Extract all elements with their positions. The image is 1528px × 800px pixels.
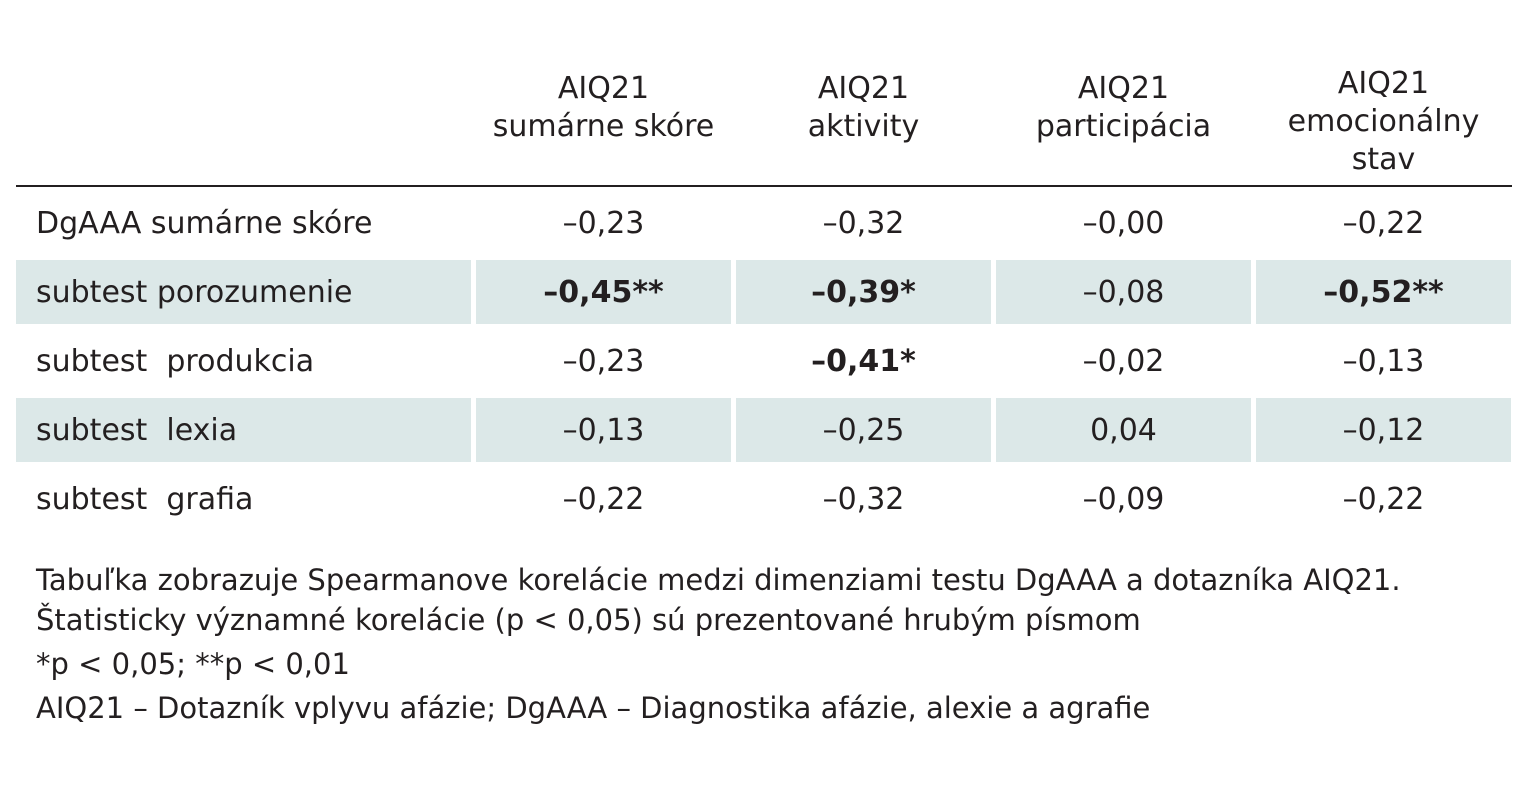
table-cell: –0,23	[562, 205, 645, 241]
header-cell-aiq21-total: AIQ21 sumárne skóre	[492, 70, 715, 144]
table-cell: –0,09	[1082, 481, 1165, 517]
table-cell: –0,00	[1082, 205, 1165, 241]
table-row: subtest porozumenie –0,45** –0,39* –0,08 –0,…	[16, 260, 1512, 324]
table-cell: –0,32	[822, 481, 905, 517]
table-row: subtest lexia –0,13 –0,25 0,04 –0,12	[16, 398, 1512, 462]
table-cell: –0,12	[1256, 398, 1511, 462]
row-label: subtest porozumenie	[16, 260, 471, 324]
header-cell-aiq21-activities: AIQ21 aktivity	[807, 70, 920, 144]
table-row: subtest produkcia –0,23 –0,41* –0,02 –0,13	[16, 329, 1512, 393]
table-cell: –0,13	[476, 398, 731, 462]
table-body: DgAAA sumárne skóre –0,23 –0,32 –0,00 –0,22 s…	[16, 191, 1512, 531]
note-description: Tabuľka zobrazuje Spearmanove korelácie …	[36, 563, 1401, 637]
table-notes: Tabuľka zobrazuje Spearmanove korelácie …	[36, 560, 1506, 728]
table-cell: –0,45**	[476, 260, 731, 324]
header-cell-empty	[16, 30, 471, 185]
table-cell: –0,25	[736, 398, 991, 462]
note-abbreviations: AIQ21 – Dotazník vplyvu afázie; DgAAA – …	[36, 691, 1151, 725]
header-cell-aiq21-participation: AIQ21 participácia	[1035, 70, 1212, 144]
correlation-table: AIQ21 sumárne skóre AIQ21 aktivity AIQ21…	[16, 30, 1512, 531]
table-cell: –0,52**	[1256, 260, 1511, 324]
row-label: DgAAA sumárne skóre	[36, 205, 373, 241]
table-cell: –0,22	[562, 481, 645, 517]
row-label: subtest produkcia	[36, 343, 315, 379]
table-cell: –0,08	[996, 260, 1251, 324]
table-cell: –0,41*	[811, 343, 916, 379]
table-cell: 0,04	[996, 398, 1251, 462]
table-cell: –0,39*	[736, 260, 991, 324]
header-cell-aiq21-emotional: AIQ21 emocionálny stav	[1287, 66, 1480, 177]
table-cell: –0,32	[822, 205, 905, 241]
table-cell: –0,02	[1082, 343, 1165, 379]
table-row: subtest grafia –0,22 –0,32 –0,09 –0,22	[16, 467, 1512, 531]
row-label: subtest grafia	[36, 481, 254, 517]
table-header-row: AIQ21 sumárne skóre AIQ21 aktivity AIQ21…	[16, 30, 1512, 187]
table-cell: –0,23	[562, 343, 645, 379]
row-label: subtest lexia	[16, 398, 471, 462]
table-cell: –0,13	[1342, 343, 1425, 379]
table-cell: –0,22	[1342, 481, 1425, 517]
table-cell: –0,22	[1342, 205, 1425, 241]
note-significance: *p < 0,05; **p < 0,01	[36, 647, 350, 681]
table-row: DgAAA sumárne skóre –0,23 –0,32 –0,00 –0,22	[16, 191, 1512, 255]
